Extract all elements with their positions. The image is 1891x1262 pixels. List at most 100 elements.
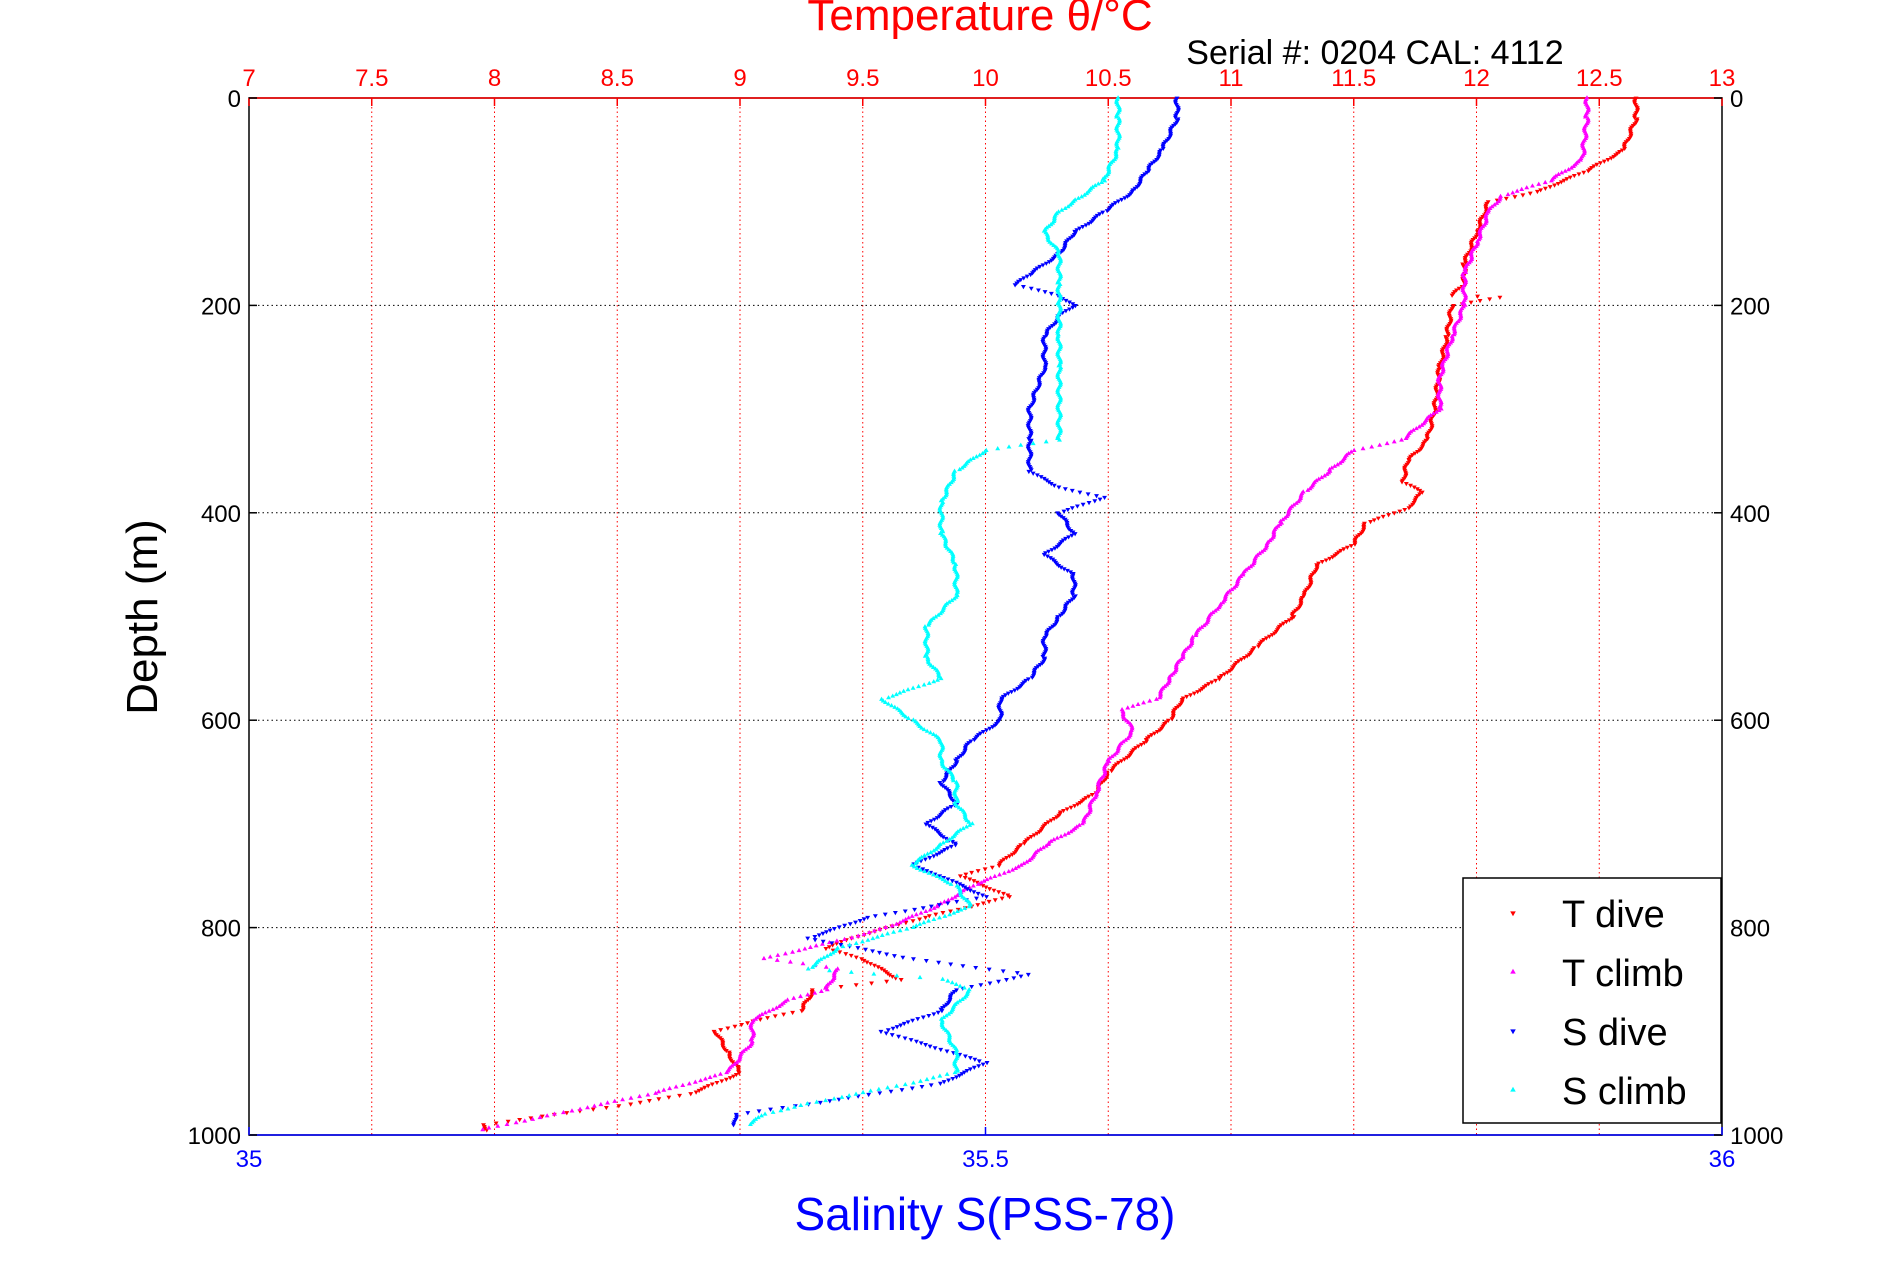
data-point (984, 876, 990, 882)
depth-tick-label-right: 200 (1730, 293, 1770, 320)
data-point (1069, 488, 1075, 494)
data-point (926, 622, 932, 627)
data-point (1564, 177, 1570, 182)
data-point (1332, 463, 1338, 468)
data-point (1086, 501, 1092, 506)
data-point (1397, 509, 1403, 514)
data-point (958, 753, 964, 759)
data-point (1524, 185, 1530, 190)
data-point (893, 691, 899, 697)
data-point (902, 1036, 908, 1041)
data-point (1238, 657, 1244, 662)
data-point (871, 971, 877, 976)
data-point (1063, 309, 1069, 314)
data-point (1217, 677, 1222, 682)
data-point (1436, 407, 1442, 413)
data-point (1368, 520, 1373, 525)
data-point (1460, 300, 1466, 306)
legend-marker (1510, 1086, 1516, 1092)
data-point (731, 1123, 736, 1128)
data-point (853, 983, 859, 988)
data-point (1605, 158, 1611, 163)
data-point (656, 1089, 662, 1094)
data-point (866, 929, 872, 935)
data-point (707, 1074, 713, 1079)
data-point (865, 915, 871, 921)
data-point (885, 1028, 891, 1033)
data-point (1028, 272, 1034, 278)
data-point (919, 725, 925, 730)
data-point (1113, 201, 1118, 206)
data-point (863, 947, 868, 952)
data-point (980, 1062, 986, 1067)
data-point (967, 457, 973, 462)
data-point (884, 979, 890, 984)
data-point (838, 984, 844, 990)
data-point (1611, 154, 1617, 160)
data-point (1048, 222, 1054, 227)
data-point (1348, 449, 1354, 454)
data-point (910, 1080, 916, 1085)
data-point (1009, 852, 1015, 858)
data-point (1097, 212, 1103, 217)
data-point (952, 1069, 958, 1075)
data-point (731, 1074, 736, 1079)
data-point (1046, 549, 1052, 554)
data-point (767, 954, 773, 959)
data-point (957, 827, 963, 832)
data-point (1102, 178, 1108, 183)
data-point (1337, 460, 1343, 465)
data-point (739, 1022, 745, 1028)
data-point (1048, 482, 1054, 487)
data-point (1197, 688, 1203, 693)
data-point (1005, 691, 1011, 696)
data-point (978, 983, 984, 988)
data-point (891, 929, 897, 934)
data-point (954, 1075, 959, 1080)
data-point (926, 824, 932, 829)
data-point (1330, 555, 1336, 560)
data-point (1322, 473, 1327, 478)
data-point (888, 1089, 894, 1094)
data-point (853, 1091, 859, 1096)
data-point (1000, 969, 1006, 974)
temperature-tick-label: 11.5 (1331, 65, 1376, 92)
data-point (530, 1116, 536, 1121)
data-point (1456, 286, 1462, 291)
temperature-tick-label: 7.5 (355, 65, 388, 92)
data-point (1399, 437, 1404, 442)
data-point (718, 1028, 724, 1033)
data-point (1062, 205, 1068, 211)
data-point (755, 1114, 761, 1120)
data-point (1487, 297, 1493, 302)
data-point (897, 690, 903, 695)
data-point (552, 1111, 557, 1116)
data-point (877, 1091, 883, 1096)
data-point (988, 875, 993, 880)
data-point (1562, 168, 1568, 173)
data-point (1417, 488, 1423, 494)
depth-tick-label-left: 600 (201, 708, 241, 735)
data-point (967, 822, 973, 827)
data-point (1406, 506, 1412, 511)
data-point (762, 1010, 768, 1015)
data-point (928, 819, 934, 824)
data-point (954, 899, 960, 905)
data-point (897, 927, 903, 933)
data-point (920, 1015, 926, 1020)
data-point (926, 918, 932, 923)
data-point (922, 857, 928, 862)
data-point (1536, 181, 1542, 186)
depth-tick-label-right: 400 (1730, 501, 1770, 528)
data-point (967, 877, 973, 882)
data-point (1036, 288, 1041, 293)
data-point (1213, 678, 1219, 684)
data-point (930, 872, 936, 877)
data-point (1065, 568, 1070, 574)
data-point (1058, 565, 1064, 570)
data-point (480, 1127, 486, 1132)
salinity-tick-label: 35 (236, 1146, 263, 1173)
data-point (1030, 471, 1036, 476)
data-point (745, 1021, 750, 1026)
data-point (826, 945, 832, 950)
